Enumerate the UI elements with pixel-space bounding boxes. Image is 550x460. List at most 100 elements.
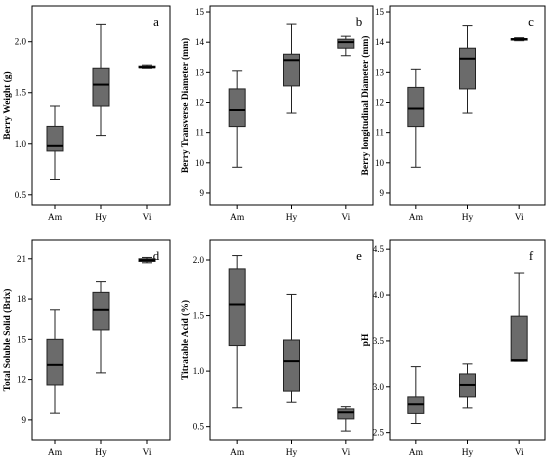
iqr-box xyxy=(228,268,246,347)
iqr-box xyxy=(46,125,64,152)
box-Vi xyxy=(138,256,156,264)
y-axis-label: Berry Transverse Diameter (mm) xyxy=(180,38,191,173)
panel-letter: a xyxy=(153,14,159,29)
y-tick-label: 9 xyxy=(200,188,205,198)
y-tick-label: 11 xyxy=(375,128,384,138)
x-tick-label: Vi xyxy=(515,213,524,223)
box-Vi xyxy=(510,37,528,42)
box-Am xyxy=(228,70,246,168)
x-tick-label: Hy xyxy=(95,213,107,223)
y-tick-label: 21 xyxy=(17,254,26,264)
x-tick-label: Hy xyxy=(462,448,474,458)
x-tick-label: Vi xyxy=(341,448,350,458)
x-tick-label: Vi xyxy=(341,213,350,223)
y-tick-label: 12 xyxy=(17,375,26,385)
y-tick-label: 14 xyxy=(375,37,385,47)
y-tick-label: 1.0 xyxy=(15,139,27,149)
iqr-box xyxy=(46,338,64,386)
y-tick-label: 0.5 xyxy=(15,190,27,200)
y-tick-label: 14 xyxy=(195,37,205,47)
y-axis-label: pH xyxy=(361,333,371,346)
panel-letter: f xyxy=(529,248,534,263)
iqr-box xyxy=(407,86,425,128)
iqr-box xyxy=(228,88,246,128)
box-Hy xyxy=(283,293,300,403)
panel-letter: b xyxy=(356,14,363,29)
box-Am xyxy=(407,68,425,168)
iqr-box xyxy=(337,408,355,420)
box-Am xyxy=(46,105,64,180)
y-tick-label: 13 xyxy=(195,67,205,77)
panel-letter: c xyxy=(528,14,534,29)
iqr-box xyxy=(510,315,528,362)
panel-letter: e xyxy=(356,248,362,263)
x-tick-label: Vi xyxy=(143,213,152,223)
y-tick-label: 9 xyxy=(22,415,27,425)
y-tick-label: 9 xyxy=(380,188,385,198)
chart-panel-c: 9 10 11 12 13 14 15 Am Hy Vi Berry longitudinal Di… xyxy=(360,5,546,223)
x-tick-label: Hy xyxy=(462,213,474,223)
box-Am xyxy=(407,366,425,424)
box-Vi xyxy=(138,64,156,69)
y-axis-label: Titratable Acid (%) xyxy=(180,300,191,380)
y-tick-label: 10 xyxy=(375,158,385,168)
x-tick-label: Hy xyxy=(286,213,298,223)
iqr-box xyxy=(92,291,110,331)
x-tick-label: Am xyxy=(230,448,245,458)
box-Vi xyxy=(337,406,355,432)
y-tick-label: 2.0 xyxy=(15,37,27,47)
box-Am xyxy=(46,309,64,414)
y-tick-label: 1.5 xyxy=(15,88,27,98)
iqr-box xyxy=(459,47,476,90)
box-Hy xyxy=(283,23,300,114)
x-tick-label: Am xyxy=(48,213,63,223)
iqr-box xyxy=(92,67,110,107)
chart-panel-b: 9 10 11 12 13 14 15 Am Hy Vi Berry Transverse Diam… xyxy=(180,5,374,223)
box-Vi xyxy=(337,35,355,57)
iqr-box xyxy=(283,339,300,392)
y-tick-label: 18 xyxy=(17,294,27,304)
y-tick-label: 3.5 xyxy=(373,336,385,346)
x-tick-label: Hy xyxy=(95,448,107,458)
y-tick-label: 1.0 xyxy=(193,366,205,376)
y-tick-label: 2.0 xyxy=(193,255,205,265)
box-Am xyxy=(228,255,246,409)
y-tick-label: 3.0 xyxy=(373,382,385,392)
box-Hy xyxy=(459,363,476,409)
panel-letter: d xyxy=(153,248,160,263)
y-axis-label: Berry longitudinal Diameter (mm) xyxy=(360,36,371,176)
box-Vi xyxy=(510,272,528,362)
y-tick-label: 10 xyxy=(195,158,205,168)
y-tick-label: 2.5 xyxy=(373,428,385,438)
box-Hy xyxy=(459,25,476,114)
x-tick-label: Am xyxy=(48,448,63,458)
y-tick-label: 11 xyxy=(195,128,204,138)
y-tick-label: 15 xyxy=(17,334,27,344)
x-tick-label: Am xyxy=(409,213,424,223)
y-tick-label: 12 xyxy=(195,97,204,107)
x-tick-label: Hy xyxy=(286,448,298,458)
iqr-box xyxy=(337,38,355,49)
box-Hy xyxy=(92,23,110,137)
chart-panel-e: 0.5 1.0 1.5 2.0 Am Hy Vi Titratable Acid (%) e xyxy=(180,239,374,458)
y-tick-label: 4.0 xyxy=(373,290,385,300)
x-tick-label: Am xyxy=(409,448,424,458)
y-tick-label: 13 xyxy=(375,67,385,77)
y-tick-label: 15 xyxy=(195,7,205,17)
y-axis-label: Berry Weight (g) xyxy=(2,71,13,139)
y-tick-label: 4.5 xyxy=(373,244,385,254)
box-Hy xyxy=(92,281,110,374)
chart-panel-f: 2.5 3.0 3.5 4.0 4.5 Am Hy Vi pH f xyxy=(361,239,546,458)
x-tick-label: Am xyxy=(230,213,245,223)
x-tick-label: Vi xyxy=(143,448,152,458)
y-tick-label: 1.5 xyxy=(193,311,205,321)
y-tick-label: 12 xyxy=(375,97,384,107)
y-tick-label: 15 xyxy=(375,7,385,17)
x-tick-label: Vi xyxy=(515,448,524,458)
chart-panel-a: 0.5 1.0 1.5 2.0 Am Hy Vi Berry Weight (g) a xyxy=(2,5,171,223)
iqr-box xyxy=(283,53,300,87)
chart-panel-d: 9 12 15 18 21 Am Hy Vi Total Soluble Solid (Brix… xyxy=(2,239,171,458)
y-tick-label: 0.5 xyxy=(193,422,205,432)
y-axis-label: Total Soluble Solid (Brix) xyxy=(2,289,13,392)
